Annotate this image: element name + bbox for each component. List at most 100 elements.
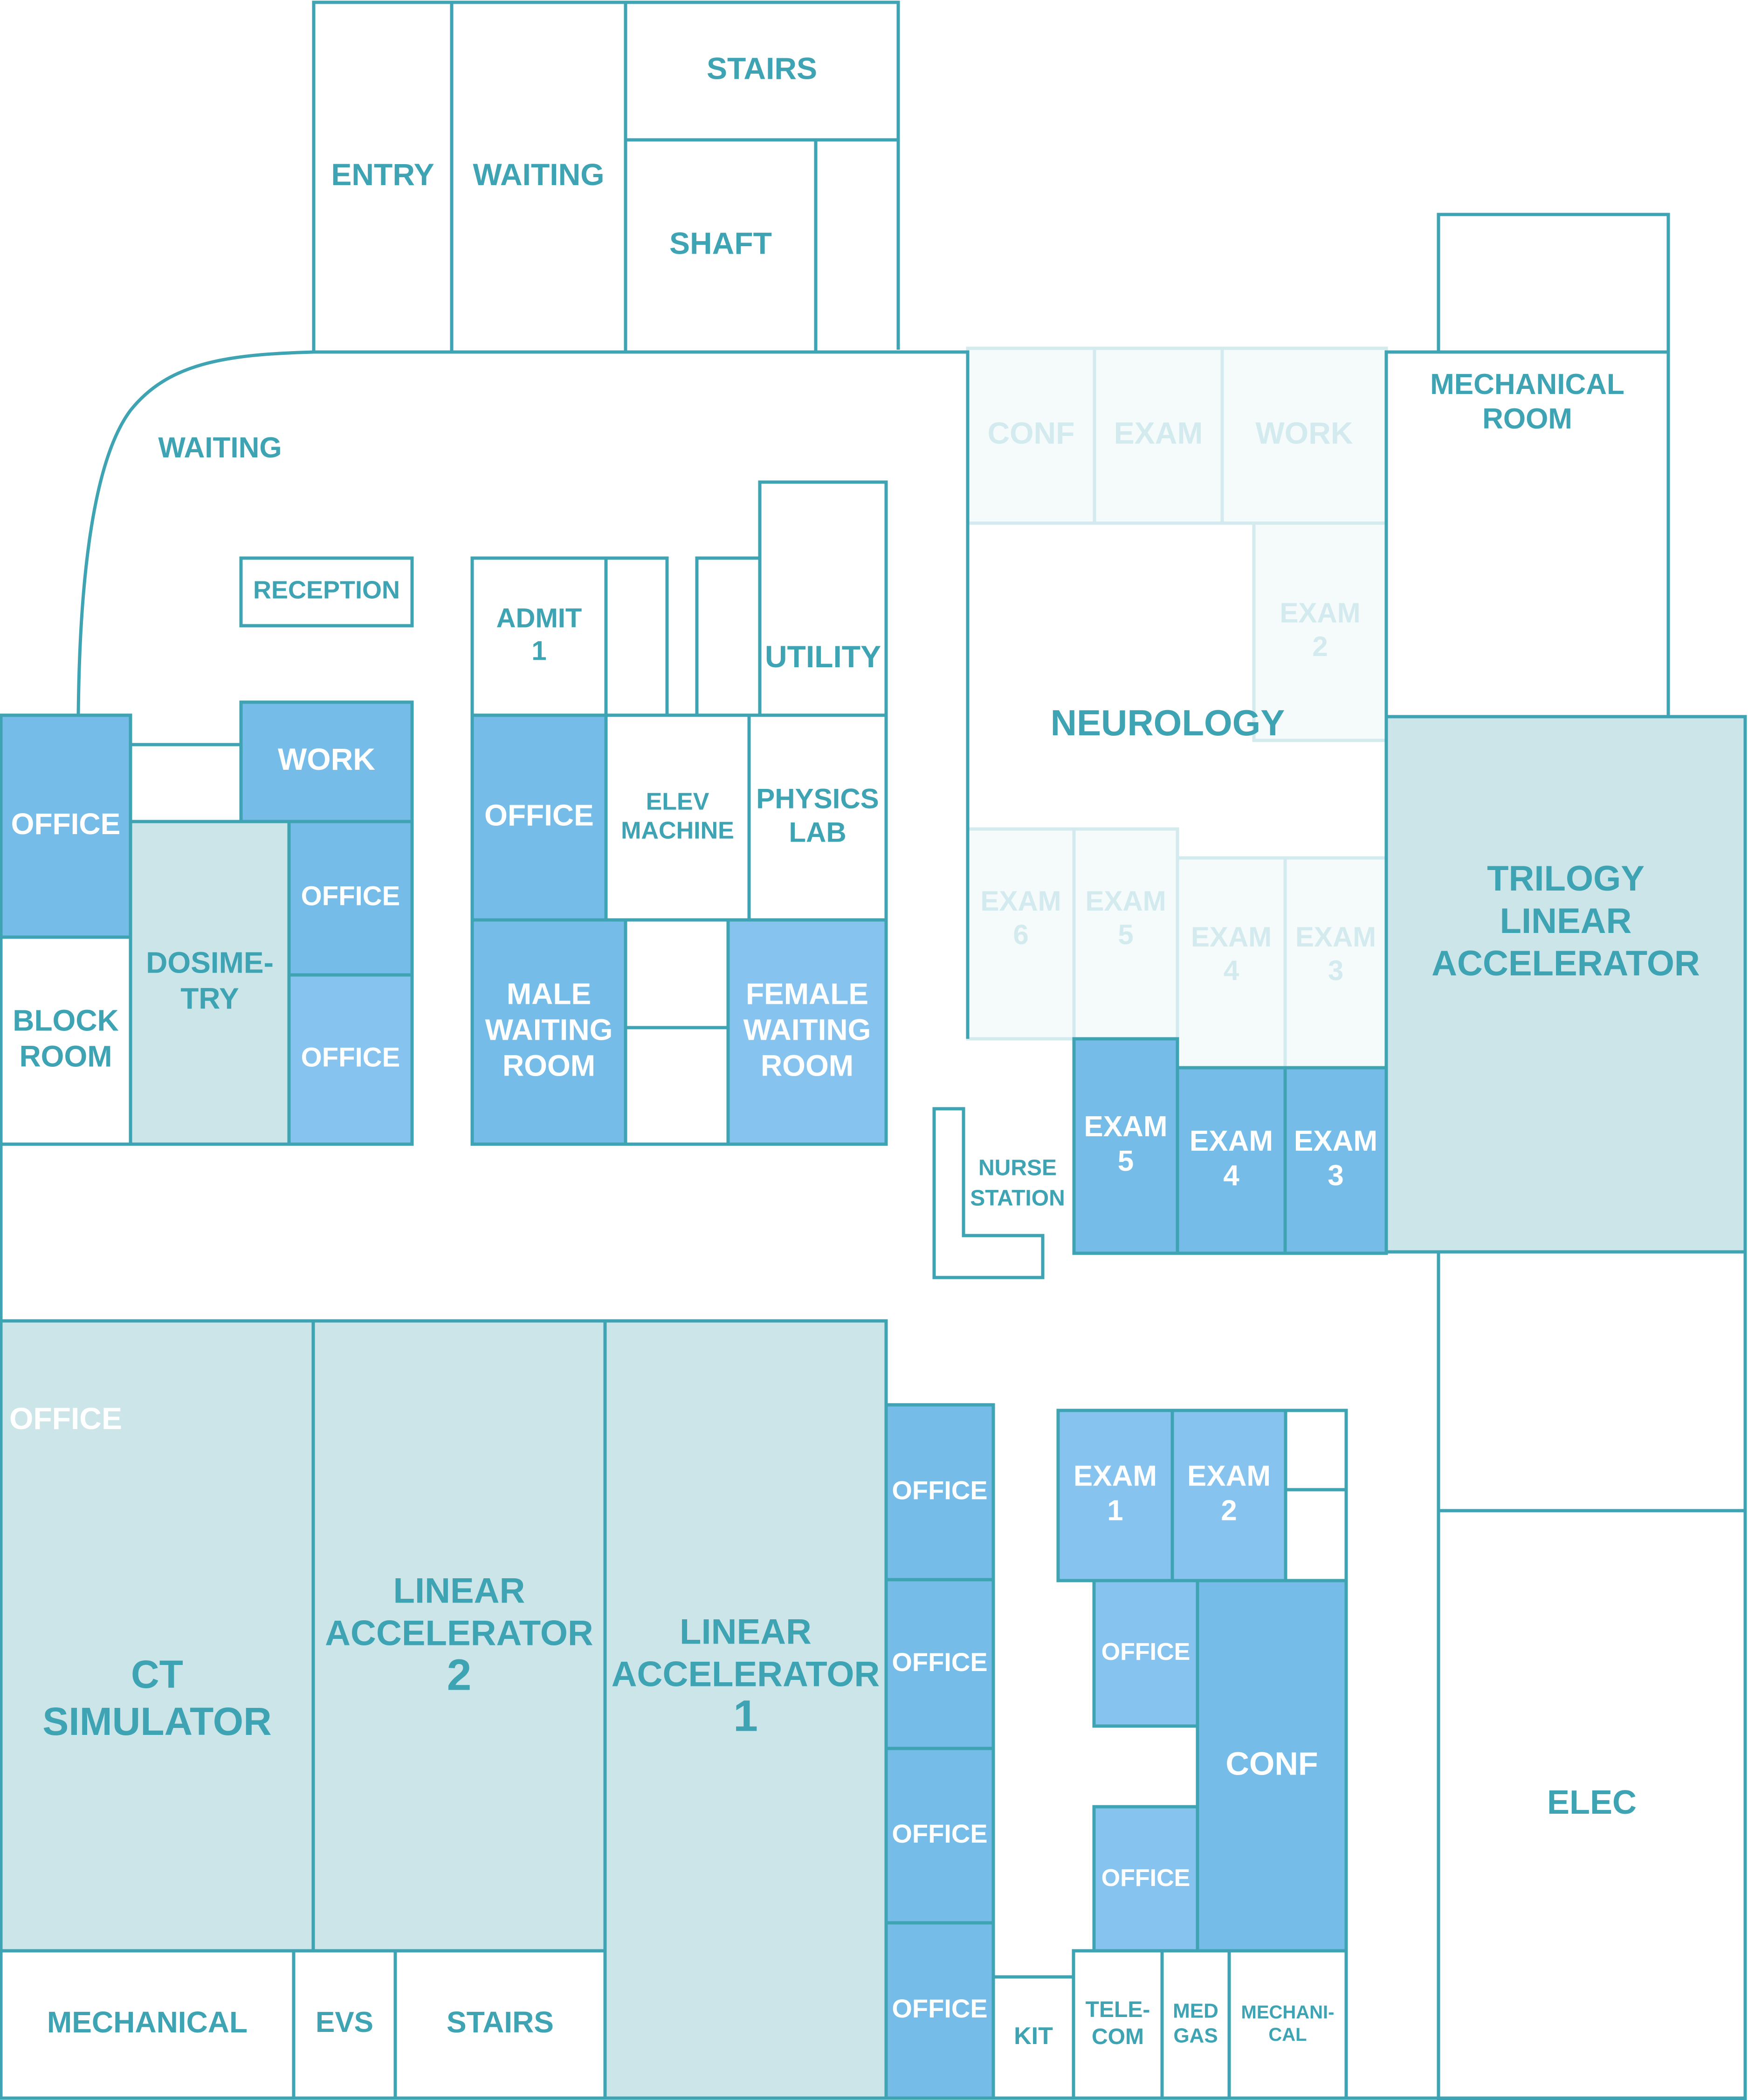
label-line: WORK [278,742,375,776]
label-dosimetry: DOSIME-TRY [146,946,274,1015]
label-shaft: SHAFT [669,226,772,261]
label-line: OFFICE [892,1994,987,2023]
label-line: WAITING [485,1013,613,1046]
exterior-wall [1384,352,1440,1511]
label-med-gas: MED GAS [1173,1999,1218,2047]
curved-lobby-wall [76,350,314,716]
label-line: ELEC [1547,1784,1637,1821]
label-exam-2: EXAM 2 [1187,1460,1271,1527]
room-exam-5 [1072,1037,1179,1255]
label-elev-machine: ELEV MACHINE [621,788,734,844]
label-physics-lab: PHYSICS LAB [756,783,879,848]
exterior-wall [312,0,900,352]
room-exam-3 [1283,1066,1388,1255]
room-office-col-3 [884,1747,995,1925]
label-linac-1: LINEAR ACCELERATOR 1 [612,1612,880,1741]
label-line: OFFICE [11,807,121,841]
label-line: EXAM [1084,1111,1167,1143]
label-neuro-exam-3: EXAM 3 [1295,921,1376,986]
room-admit-1 [470,556,608,717]
label-line: 4 [1223,1160,1239,1192]
label-line: CONF [1225,1746,1318,1782]
label-line: MACHINE [621,817,734,844]
label-line: WAITING [158,432,282,464]
label-line: GAS [1173,2024,1218,2047]
label-neuro-exam-5: EXAM 5 [1085,885,1166,950]
room-mw-small-1 [624,918,730,1029]
label-line: LINEAR [1500,901,1632,941]
room-shaft [624,138,818,354]
label-trilogy: TRILOGY LINEAR ACCELERATOR [1431,859,1700,983]
label-line: PHYSICS [756,783,879,814]
label-admit-1: ADMIT 1 [496,603,582,666]
label-office-dos-2: OFFICE [301,1043,400,1073]
room-trilogy [1384,715,1747,1254]
room-work [239,700,414,823]
label-office-col-1: OFFICE [892,1475,987,1505]
label-line: BLOCK [13,1004,119,1037]
label-line: MECHANI- [1241,2002,1335,2023]
label-office-dos-1: OFFICE [301,881,400,912]
room-neuro-exam-2 [1252,521,1388,742]
label-stairs-top: STAIRS [707,51,817,86]
label-exam-1: EXAM 1 [1074,1460,1157,1527]
label-line: EXAM [1190,1125,1273,1157]
room-utility-small [695,556,762,717]
label-line: TRY [180,981,239,1015]
label-line: 4 [1224,955,1239,986]
label-line: OFFICE [301,881,400,912]
label-neuro-exam: EXAM [1114,416,1203,450]
label-exam-4: EXAM 4 [1190,1125,1273,1192]
label-line: 1 [733,1692,758,1741]
label-male-waiting: MALE WAITING ROOM [485,977,613,1083]
label-elec: ELEC [1547,1784,1637,1821]
label-line: OFFICE [9,1401,122,1436]
label-line: LINEAR [393,1571,525,1610]
room-ex-small-2 [1284,1488,1348,1582]
label-stairs-bottom: STAIRS [447,2005,554,2039]
label-line: EXAM [1074,1460,1157,1492]
label-line: WAITING [473,157,604,192]
label-line: 3 [1328,1160,1343,1192]
label-nurse-station: NURSE STATION [970,1155,1065,1210]
label-line: WAITING [743,1013,871,1046]
label-reception: RECEPTION [253,576,400,604]
label-line: DOSIME- [146,946,274,980]
label-line: FEMALE [746,977,868,1011]
label-line: NEUROLOGY [1051,702,1285,743]
label-line: OFFICE [1101,1638,1191,1665]
label-line: 2 [447,1651,472,1700]
label-neurology: NEUROLOGY [1051,702,1285,743]
label-line: MALE [507,977,591,1011]
label-office-col-2: OFFICE [892,1647,987,1677]
label-line: TRILOGY [1487,859,1645,898]
label-ct-simulator: CT SIMULATOR [42,1652,272,1743]
label-office-conf-1: OFFICE [1101,1638,1191,1665]
nurse-station-outline [932,1107,1045,1279]
label-line: 5 [1118,1146,1134,1178]
label-line: ENTRY [331,157,434,192]
label-line: CT [131,1652,183,1696]
label-line: OFFICE [1101,1865,1191,1892]
label-line: ACCELERATOR [612,1655,880,1694]
label-line: ROOM [19,1039,112,1073]
room-office-conf-1 [1092,1579,1199,1728]
room-reception [239,556,414,628]
label-work: WORK [278,742,375,776]
label-office-ct: OFFICE [9,1401,122,1436]
label-waiting-lobby: WAITING [158,432,282,464]
label-line: STAIRS [447,2005,554,2039]
room-conf [1196,1579,1348,1954]
label-linac-2: LINEAR ACCELERATOR 2 [325,1571,593,1699]
label-mechanical-bottom: MECHANICAL [47,2005,248,2039]
label-line: OFFICE [892,1647,987,1677]
label-line: MECHANICAL [47,2005,248,2039]
room-female-waiting [726,918,888,1146]
label-line: EXAM [1295,921,1376,953]
label-line: OFFICE [484,798,594,832]
exterior-wall [1386,213,1670,717]
label-line: 5 [1118,919,1133,950]
label-line: ACCELERATOR [325,1614,593,1653]
